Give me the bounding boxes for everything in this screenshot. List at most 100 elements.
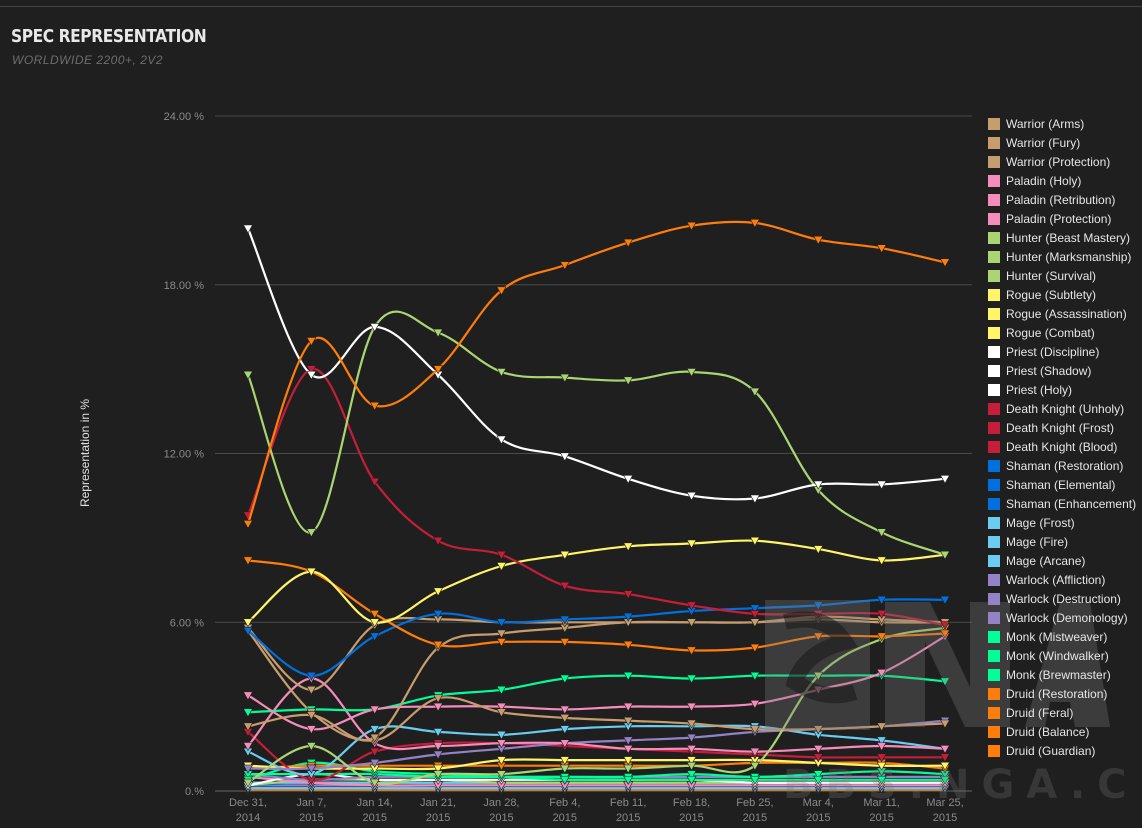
data-point[interactable]	[813, 545, 824, 555]
data-point[interactable]	[433, 742, 444, 752]
data-point[interactable]	[686, 618, 697, 628]
data-point[interactable]	[369, 401, 380, 411]
data-point[interactable]	[559, 638, 570, 648]
legend-item[interactable]: Shaman (Enhancement)	[988, 494, 1142, 513]
data-point[interactable]	[559, 739, 570, 749]
data-point[interactable]	[559, 581, 570, 591]
data-point[interactable]	[686, 745, 697, 754]
data-point[interactable]	[686, 674, 697, 684]
data-point[interactable]	[306, 764, 317, 774]
data-point[interactable]	[749, 387, 760, 397]
data-point[interactable]	[623, 671, 634, 681]
data-point[interactable]	[433, 770, 444, 780]
data-point[interactable]	[369, 323, 380, 333]
data-point[interactable]	[749, 700, 760, 709]
data-point[interactable]	[242, 742, 254, 752]
data-point[interactable]	[559, 725, 570, 735]
data-point[interactable]	[686, 221, 697, 231]
data-point[interactable]	[496, 685, 507, 695]
data-point[interactable]	[496, 756, 507, 766]
legend-item[interactable]: Mage (Fire)	[988, 532, 1142, 551]
data-point[interactable]	[686, 601, 697, 611]
data-point[interactable]	[369, 725, 380, 735]
data-point[interactable]	[433, 694, 444, 704]
data-point[interactable]	[306, 365, 317, 375]
data-point[interactable]	[623, 756, 634, 766]
data-point[interactable]	[876, 722, 887, 732]
data-point[interactable]	[496, 618, 507, 628]
data-point[interactable]	[939, 745, 951, 754]
data-point[interactable]	[559, 615, 570, 625]
data-point[interactable]	[623, 238, 634, 248]
data-point[interactable]	[496, 368, 507, 378]
data-point[interactable]	[433, 587, 444, 597]
legend-item[interactable]: Warrior (Arms)	[988, 114, 1142, 133]
legend-item[interactable]: Priest (Shadow)	[988, 361, 1142, 380]
data-point[interactable]	[306, 370, 317, 380]
data-point[interactable]	[559, 452, 570, 462]
legend-item[interactable]: Druid (Guardian)	[988, 741, 1142, 760]
data-point[interactable]	[496, 730, 507, 740]
data-point[interactable]	[242, 708, 254, 718]
data-point[interactable]	[369, 759, 380, 768]
data-point[interactable]	[369, 733, 380, 743]
data-point[interactable]	[306, 711, 317, 721]
data-point[interactable]	[559, 756, 570, 766]
legend-item[interactable]: Monk (Windwalker)	[988, 646, 1142, 665]
data-point[interactable]	[433, 764, 444, 774]
data-point[interactable]	[242, 778, 254, 788]
data-point[interactable]	[749, 643, 760, 653]
legend-item[interactable]: Mage (Arcane)	[988, 551, 1142, 570]
data-point[interactable]	[876, 595, 887, 605]
data-point[interactable]	[876, 742, 887, 752]
data-point[interactable]	[306, 671, 317, 681]
data-point[interactable]	[939, 719, 951, 729]
legend-item[interactable]: Warlock (Destruction)	[988, 589, 1142, 608]
data-point[interactable]	[876, 775, 887, 785]
data-point[interactable]	[813, 235, 824, 245]
data-point[interactable]	[433, 728, 444, 738]
data-point[interactable]	[749, 775, 760, 785]
legend-item[interactable]: Warlock (Affliction)	[988, 570, 1142, 589]
legend-item[interactable]: Warrior (Protection)	[988, 152, 1142, 171]
data-point[interactable]	[876, 669, 887, 678]
data-point[interactable]	[496, 562, 507, 572]
data-point[interactable]	[433, 328, 444, 338]
legend-item[interactable]: Warrior (Fury)	[988, 133, 1142, 152]
data-point[interactable]	[496, 629, 507, 639]
data-point[interactable]	[813, 775, 824, 785]
data-point[interactable]	[813, 601, 824, 611]
data-point[interactable]	[242, 722, 254, 732]
data-point[interactable]	[496, 708, 507, 718]
data-point[interactable]	[686, 491, 697, 501]
data-point[interactable]	[496, 739, 507, 749]
legend-item[interactable]: Monk (Brewmaster)	[988, 665, 1142, 684]
data-point[interactable]	[306, 685, 317, 695]
data-point[interactable]	[686, 761, 697, 771]
data-point[interactable]	[242, 764, 254, 774]
data-point[interactable]	[686, 702, 697, 712]
data-point[interactable]	[433, 640, 444, 650]
legend-item[interactable]: Shaman (Restoration)	[988, 456, 1142, 475]
legend-item[interactable]: Druid (Balance)	[988, 722, 1142, 741]
data-point[interactable]	[749, 725, 760, 735]
data-point[interactable]	[559, 764, 570, 774]
data-point[interactable]	[939, 621, 951, 631]
legend-item[interactable]: Death Knight (Blood)	[988, 437, 1142, 456]
data-point[interactable]	[559, 373, 570, 383]
data-point[interactable]	[559, 674, 570, 684]
data-point[interactable]	[749, 604, 760, 614]
data-point[interactable]	[876, 736, 887, 746]
data-point[interactable]	[559, 705, 570, 715]
data-point[interactable]	[496, 638, 507, 648]
legend-item[interactable]: Paladin (Retribution)	[988, 190, 1142, 209]
data-point[interactable]	[496, 286, 507, 296]
data-point[interactable]	[623, 542, 634, 552]
data-point[interactable]	[242, 224, 254, 234]
legend-item[interactable]: Mage (Frost)	[988, 513, 1142, 532]
legend-item[interactable]: Druid (Restoration)	[988, 684, 1142, 703]
data-point[interactable]	[242, 691, 254, 701]
data-point[interactable]	[876, 632, 887, 642]
data-point[interactable]	[876, 528, 887, 538]
legend-item[interactable]: Rogue (Combat)	[988, 323, 1142, 342]
